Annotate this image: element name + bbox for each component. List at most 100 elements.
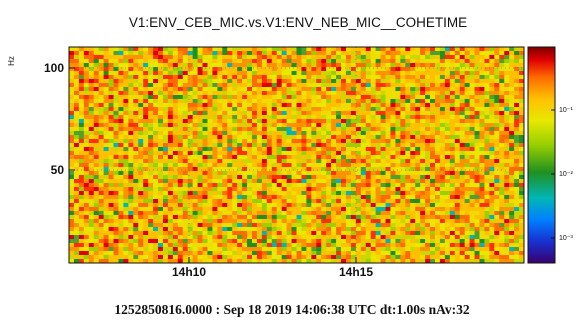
heatmap-cell — [365, 227, 372, 232]
heatmap-cell — [509, 207, 515, 212]
heatmap-cell — [494, 199, 500, 204]
heatmap-cell — [484, 247, 490, 252]
heatmap-cell — [207, 87, 213, 92]
heatmap-cell — [128, 199, 134, 204]
heatmap-cell — [251, 227, 258, 232]
heatmap-cell — [167, 179, 174, 184]
heatmap-cell — [489, 83, 495, 88]
heatmap-cell — [380, 163, 386, 168]
heatmap-cell — [133, 239, 139, 244]
heatmap-cell — [133, 247, 139, 252]
heatmap-cell — [365, 111, 372, 116]
heatmap-cell — [395, 95, 401, 100]
heatmap-cell — [153, 219, 159, 224]
heatmap-cell — [464, 79, 470, 84]
heatmap-cell — [420, 255, 426, 260]
heatmap-cell — [311, 251, 317, 256]
heatmap-cell — [504, 71, 510, 76]
heatmap-cell — [251, 207, 258, 212]
heatmap-cell — [286, 215, 292, 220]
heatmap-cell — [182, 47, 189, 52]
heatmap-cell — [375, 87, 381, 92]
heatmap-cell — [459, 219, 466, 224]
heatmap-cell — [301, 239, 307, 244]
heatmap-cell — [311, 255, 317, 260]
heatmap-cell — [291, 195, 297, 200]
heatmap-cell — [370, 119, 377, 124]
heatmap-cell — [88, 219, 95, 224]
heatmap-cell — [237, 135, 243, 140]
heatmap-cell — [504, 83, 510, 88]
heatmap-cell — [375, 191, 381, 196]
heatmap-cell — [251, 71, 258, 76]
heatmap-cell — [519, 67, 524, 72]
heatmap-cell — [519, 223, 524, 228]
heatmap-cell — [256, 215, 263, 220]
heatmap-cell — [519, 147, 524, 152]
heatmap-cell — [331, 223, 337, 228]
heatmap-cell — [88, 111, 95, 116]
heatmap-cell — [370, 79, 377, 84]
heatmap-cell — [148, 83, 154, 88]
heatmap-cell — [227, 83, 233, 88]
heatmap-cell — [345, 207, 352, 212]
heatmap-cell — [420, 143, 426, 148]
heatmap-cell — [345, 199, 352, 204]
heatmap-cell — [449, 91, 456, 96]
heatmap-cell — [177, 83, 184, 88]
heatmap-cell — [514, 211, 520, 216]
heatmap-cell — [360, 47, 367, 52]
heatmap-cell — [459, 63, 466, 68]
heatmap-cell — [519, 243, 524, 248]
heatmap-cell — [167, 175, 174, 180]
heatmap-cell — [207, 51, 213, 56]
heatmap-cell — [197, 207, 203, 212]
heatmap-cell — [360, 195, 367, 200]
heatmap-cell — [177, 111, 184, 116]
heatmap-cell — [405, 159, 411, 164]
heatmap-cell — [464, 119, 470, 124]
heatmap-cell — [256, 259, 263, 263]
heatmap-cell — [454, 223, 461, 228]
heatmap-cell — [345, 215, 352, 220]
heatmap-cell — [336, 91, 342, 96]
heatmap-cell — [355, 131, 362, 136]
heatmap-cell — [326, 203, 332, 208]
heatmap-cell — [167, 191, 174, 196]
heatmap-cell — [420, 251, 426, 256]
heatmap-cell — [237, 199, 243, 204]
heatmap-cell — [276, 251, 283, 256]
heatmap-cell — [494, 223, 500, 228]
heatmap-cell — [69, 183, 75, 188]
heatmap-cell — [425, 195, 431, 200]
heatmap-cell — [172, 115, 179, 120]
heatmap-cell — [222, 135, 228, 140]
heatmap-cell — [430, 139, 436, 144]
heatmap-cell — [390, 199, 396, 204]
heatmap-cell — [306, 95, 312, 100]
heatmap-cell — [202, 63, 208, 68]
heatmap-cell — [375, 147, 381, 152]
heatmap-cell — [514, 135, 520, 140]
heatmap-cell — [415, 227, 421, 232]
heatmap-cell — [247, 79, 253, 84]
heatmap-cell — [514, 107, 520, 112]
heatmap-cell — [242, 247, 248, 252]
heatmap-cell — [326, 195, 332, 200]
heatmap-cell — [266, 55, 273, 60]
heatmap-cell — [69, 235, 75, 240]
heatmap-cell — [158, 151, 164, 156]
heatmap-cell — [256, 83, 263, 88]
heatmap-cell — [370, 211, 377, 216]
heatmap-cell — [158, 111, 164, 116]
heatmap-cell — [251, 175, 258, 180]
heatmap-cell — [247, 159, 253, 164]
heatmap-cell — [430, 195, 436, 200]
heatmap-cell — [390, 239, 396, 244]
heatmap-cell — [242, 243, 248, 248]
heatmap-cell — [148, 175, 154, 180]
heatmap-cell — [113, 227, 119, 232]
heatmap-cell — [479, 75, 485, 80]
heatmap-cell — [311, 151, 317, 156]
heatmap-cell — [316, 127, 322, 132]
